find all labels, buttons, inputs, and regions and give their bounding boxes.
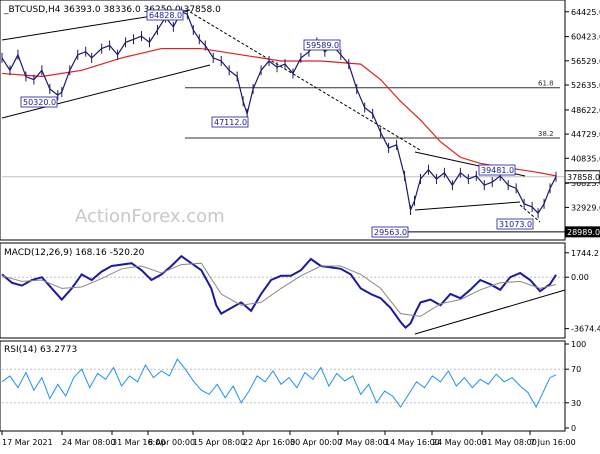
price-ytick-label: 60423.0 [571,33,600,42]
current-price-tag [564,170,600,184]
price-annotation-label: 31073.0 [499,220,532,229]
x-axis-tick-label: 24 Mar 08:00 [62,438,115,447]
price-ytick-label: 56529.0 [571,57,600,66]
macd-header: MACD(12,26,9) 168.16 -520.20 [4,248,145,258]
rsi-ytick-label: 70 [571,365,581,374]
rsi-line [1,358,557,409]
price-annotation-label: 39481.0 [481,166,514,175]
price-annotation-label: 59589.0 [306,41,339,50]
x-axis-tick-label: 24 May 00:00 [432,438,487,447]
price-annotation-label: 47112.0 [214,118,247,127]
price-ytick-label: 36823.0 [571,179,600,188]
rsi-plot: 100 70 30 0 [1,340,586,433]
rsi-ytick-label: 0 [571,424,576,433]
macd-ytick-label: 1744.2 [571,249,599,258]
price-ytick-label: 32929.0 [571,203,600,212]
price-annotation-label: 64828.0 [149,11,182,20]
macd-series-macd [1,254,557,329]
macd-series-signal [1,262,557,317]
x-axis-tick-label: 15 Apr 08:00 [193,438,245,447]
rsi-header: RSI(14) 63.2773 [4,345,77,355]
macd-ytick-label: 0.00 [571,273,589,282]
trendline [414,201,521,211]
x-axis-tick-label: 31 May 08:00 [482,438,537,447]
price-annotation-box [211,116,249,128]
x-axis-tick-label: 30 Apr 00:00 [290,438,342,447]
x-axis-tick-label: 8 Apr 00:00 [148,438,195,447]
price-ytick-label: 40835.0 [571,154,600,163]
x-axis-tick-label: 17 Mar 2021 [2,438,53,447]
rsi-ytick-label: 30 [571,399,581,408]
x-axis-tick-label: 31 Mar 16:00 [112,438,165,447]
price-annotation-box [478,164,516,176]
fib-level-label: 61.8 [538,80,554,88]
price-annotation-box [20,96,58,108]
current-price-label: 37858.0 [567,173,600,182]
trendline [1,64,211,119]
x-axis-tick-label: 7 May 08:00 [338,438,388,447]
x-axis-tick-label: 7 Jun 16:00 [530,438,576,447]
price-ytick-label: 44729.0 [571,130,600,139]
price-annotation-box [371,226,409,238]
price-annotation-box [496,218,534,230]
trendline [519,204,541,223]
price-annotation-label: 29563.0 [374,228,407,237]
low-marker-tag [564,226,600,238]
price-annotation-label: 50320.0 [23,98,56,107]
low-marker-label: 28989.0 [567,228,600,237]
rsi-panel-frame [0,340,566,432]
macd-ytick-label: -3674.4 [571,325,600,334]
price-annotation-box [303,39,341,51]
price-header: _BTCUSD,H4 36393.0 38336.0 36250.0 37858… [3,5,221,15]
price-panel-frame [0,0,566,241]
watermark: ActionForex.com [75,206,225,227]
price-ytick-label: 48622.0 [571,106,600,115]
price-annotation-box [146,9,184,21]
x-axis-tick-label: 14 May 16:00 [385,438,440,447]
macd-trendline [414,289,566,335]
price-ytick-label: 52635.0 [571,81,600,90]
fib-level-label: 38.2 [538,130,554,138]
rsi-ytick-label: 100 [571,340,586,349]
price-ytick-label: 64425.0 [571,8,600,17]
price-plot: 64425.0 60423.0 56529.0 52635.0 48622.0 44729… [1,6,600,238]
macd-plot: 1744.2 0.00 -3674.4 [1,249,600,335]
x-axis-tick-label: 22 Apr 16:00 [243,438,295,447]
